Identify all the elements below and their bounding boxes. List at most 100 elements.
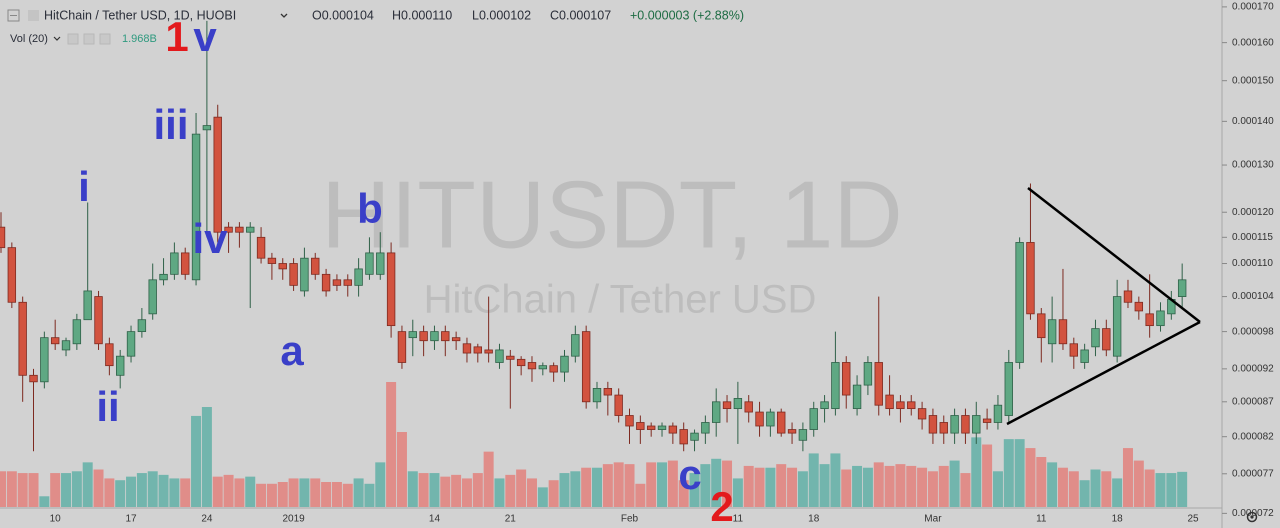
volume-bar bbox=[277, 482, 288, 507]
candle-body bbox=[842, 362, 851, 396]
candle-body bbox=[809, 408, 818, 430]
candle-body bbox=[636, 422, 645, 430]
settings-gear[interactable] bbox=[1246, 511, 1258, 523]
collapse-button[interactable] bbox=[7, 9, 20, 22]
wave-label: ii bbox=[96, 383, 119, 430]
wave-label: i bbox=[78, 163, 90, 210]
candle-body bbox=[1015, 242, 1024, 363]
candle-body bbox=[495, 349, 504, 363]
volume-bar bbox=[364, 483, 375, 507]
volume-bar bbox=[765, 467, 776, 507]
volume-bar bbox=[1003, 439, 1014, 507]
volume-bar bbox=[28, 473, 39, 507]
candle-body bbox=[462, 343, 472, 354]
symbol-title[interactable]: HitChain / Tether USD, 1D, HUOBI bbox=[44, 8, 236, 22]
volume-bar bbox=[1133, 460, 1144, 507]
volume-bar bbox=[147, 471, 158, 507]
candle-body bbox=[1047, 319, 1057, 345]
candle-body bbox=[917, 408, 927, 420]
x-tick-label: 21 bbox=[505, 514, 517, 525]
volume-bar bbox=[743, 465, 754, 507]
candle-body bbox=[105, 343, 114, 367]
candle-body bbox=[831, 362, 840, 410]
volume-bar bbox=[321, 482, 332, 507]
volume-bar bbox=[917, 467, 928, 507]
volume-bar bbox=[1166, 473, 1177, 507]
x-tick-label: 2019 bbox=[282, 514, 305, 525]
volume-bar bbox=[938, 465, 949, 507]
study-button[interactable] bbox=[83, 33, 95, 45]
y-tick-label: 0.000092 bbox=[1232, 363, 1274, 374]
volume-study-title[interactable]: Vol (20) bbox=[10, 33, 48, 45]
candle-body bbox=[549, 365, 558, 373]
candle-body bbox=[29, 374, 38, 383]
ohlc-open: O0.000104 bbox=[312, 8, 374, 22]
volume-bar bbox=[245, 476, 256, 507]
candle-body bbox=[473, 346, 482, 354]
study-button[interactable] bbox=[99, 33, 111, 45]
candle-body bbox=[246, 226, 255, 233]
volume-bar bbox=[418, 473, 429, 507]
candle-body bbox=[571, 334, 580, 357]
candle-body bbox=[191, 133, 201, 281]
volume-bar bbox=[342, 483, 353, 507]
candle-body bbox=[1026, 242, 1035, 315]
candle-body bbox=[766, 411, 775, 427]
volume-bar bbox=[992, 471, 1003, 507]
candle-body bbox=[343, 279, 352, 286]
ohlc-close: C0.000107 bbox=[550, 8, 611, 22]
candle-body bbox=[321, 273, 331, 292]
watermark-subtitle: HitChain / Tether USD bbox=[424, 278, 817, 322]
volume-bar bbox=[50, 473, 61, 507]
watermark-title: HITUSDT, 1D bbox=[321, 161, 902, 268]
study-caret[interactable] bbox=[53, 36, 61, 41]
volume-bar bbox=[873, 462, 884, 507]
candle-body bbox=[1004, 362, 1013, 416]
ohlc-low: L0.000102 bbox=[472, 8, 531, 22]
gear-icon[interactable] bbox=[1246, 511, 1258, 523]
candle-body bbox=[213, 116, 222, 233]
degree-label: 2 bbox=[710, 483, 733, 528]
candle-body bbox=[300, 257, 309, 292]
candle-body bbox=[1058, 319, 1068, 345]
volume-bar bbox=[862, 467, 873, 507]
study-button[interactable] bbox=[67, 33, 79, 45]
volume-bar bbox=[646, 462, 657, 507]
symbol-caret[interactable] bbox=[280, 13, 288, 18]
candle-body bbox=[581, 331, 591, 403]
candle-body bbox=[939, 422, 948, 434]
y-tick-label: 0.000104 bbox=[1232, 291, 1274, 302]
candle-body bbox=[852, 384, 862, 410]
volume-bar bbox=[927, 471, 938, 507]
candle-body bbox=[820, 401, 829, 410]
volume-bar bbox=[505, 474, 516, 507]
candle-body bbox=[1037, 313, 1046, 339]
volume-pane bbox=[0, 382, 1188, 507]
volume-bar bbox=[71, 471, 82, 507]
volume-bar bbox=[223, 474, 234, 507]
candle-body bbox=[798, 429, 808, 441]
candle-body bbox=[950, 415, 959, 434]
y-tick-label: 0.000072 bbox=[1232, 508, 1274, 519]
y-tick-label: 0.000120 bbox=[1232, 207, 1274, 218]
candle-body bbox=[592, 388, 602, 403]
candle-body bbox=[332, 279, 342, 286]
candle-body bbox=[690, 432, 699, 441]
candle-body bbox=[7, 247, 17, 303]
volume-bar bbox=[331, 482, 342, 507]
volume-bar bbox=[592, 467, 602, 507]
volume-bar bbox=[494, 478, 505, 507]
x-tick-label: 14 bbox=[429, 514, 441, 525]
volume-bar bbox=[39, 496, 50, 507]
candle-body bbox=[1112, 296, 1122, 357]
x-tick-label: 11 bbox=[733, 514, 744, 525]
volume-bar bbox=[440, 476, 451, 507]
candle-body bbox=[159, 273, 168, 281]
volume-bar bbox=[1144, 469, 1155, 507]
candle-body bbox=[365, 252, 374, 275]
candle-body bbox=[614, 394, 623, 416]
candle-body bbox=[928, 415, 938, 434]
volume-bar bbox=[722, 460, 733, 507]
wave-label: iii bbox=[153, 101, 188, 148]
